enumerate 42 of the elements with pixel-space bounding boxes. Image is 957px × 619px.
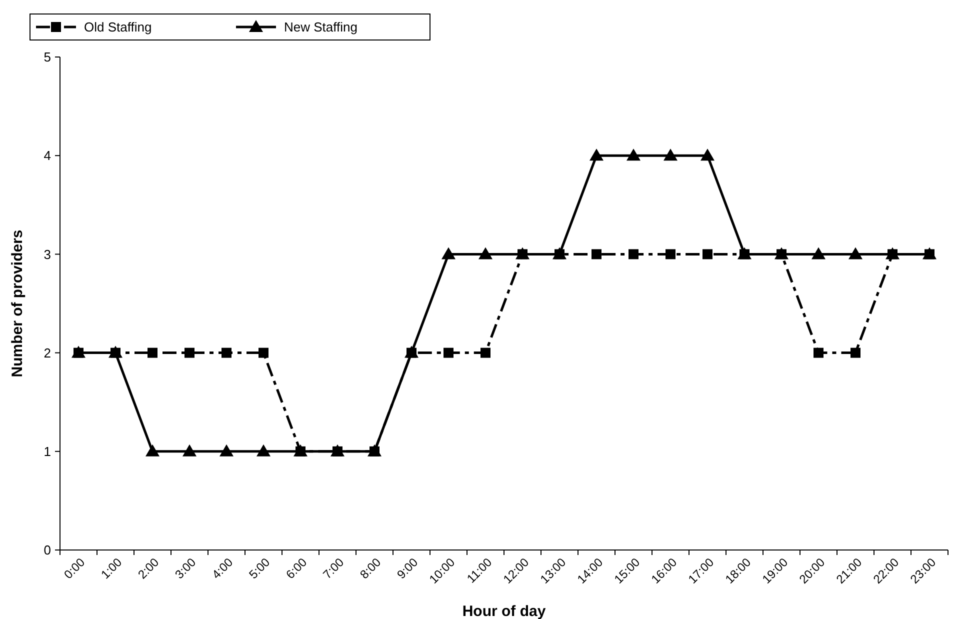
point: [700, 148, 714, 161]
x-tick-label: 3:00: [172, 554, 199, 582]
point: [444, 348, 454, 358]
y-tick-label: 4: [44, 148, 51, 164]
point: [592, 249, 602, 260]
point: [222, 348, 232, 358]
point: [590, 148, 604, 161]
y-tick-label: 1: [44, 444, 51, 459]
point: [478, 247, 492, 260]
legend-label: New Staffing: [284, 20, 358, 35]
point: [184, 348, 194, 358]
point: [148, 348, 158, 358]
point: [146, 444, 160, 456]
point: [814, 348, 824, 358]
y-tick-label: 3: [44, 246, 51, 262]
point: [182, 444, 196, 456]
point: [628, 249, 638, 260]
point: [664, 148, 678, 161]
point: [220, 444, 234, 456]
point: [702, 249, 712, 260]
legend-label: Old Staffing: [84, 20, 152, 35]
point: [626, 148, 640, 161]
y-tick-label: 5: [44, 50, 51, 65]
x-tick-label: 8:00: [357, 554, 384, 582]
y-tick-label: 2: [44, 345, 51, 360]
point: [442, 247, 456, 260]
x-tick-label: 6:00: [283, 554, 310, 582]
point: [256, 444, 270, 456]
x-axis-title: Hour of day: [462, 603, 546, 619]
point: [812, 247, 826, 260]
x-tick-label: 5:00: [246, 554, 273, 582]
x-tick-label: 7:00: [320, 554, 347, 582]
point: [666, 249, 676, 260]
x-tick-label: 9:00: [394, 554, 421, 582]
point: [258, 348, 268, 358]
x-tick-label: 0:00: [61, 554, 88, 582]
point: [480, 348, 490, 358]
x-tick-label: 4:00: [209, 554, 236, 582]
y-axis-title: Number of providers: [9, 230, 26, 378]
point: [850, 348, 860, 358]
point: [848, 247, 862, 260]
y-tick-label: 0: [44, 542, 51, 558]
